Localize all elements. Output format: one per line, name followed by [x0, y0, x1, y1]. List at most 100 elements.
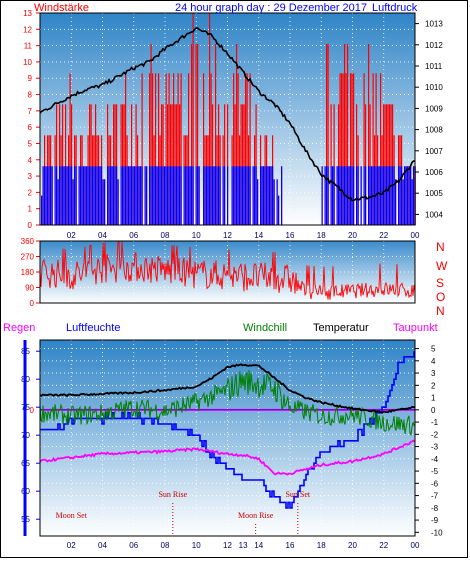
- gust-bar: [191, 166, 193, 225]
- temp-tick-label: -4: [431, 455, 439, 464]
- gust-bar: [210, 166, 212, 225]
- gust-bar: [197, 166, 199, 225]
- wind-bar: [384, 104, 386, 225]
- wind-bar: [120, 104, 122, 225]
- wind-bar: [333, 104, 335, 225]
- temp-tick-label: 3: [431, 369, 436, 378]
- gust-bar: [57, 179, 59, 225]
- gust-bar: [278, 195, 280, 225]
- wind-bar: [212, 104, 214, 225]
- bottom-panel-border: [39, 339, 416, 537]
- pressure-tick-label: 1009: [425, 104, 443, 113]
- dir-label-n1: N: [436, 240, 445, 254]
- gust-bar: [339, 166, 341, 225]
- dir-label-s: S: [436, 276, 444, 290]
- gust-bar: [341, 166, 343, 225]
- wind-bar: [171, 104, 173, 225]
- wind-bar: [168, 73, 170, 225]
- wind-bar: [387, 104, 389, 225]
- gust-bar: [123, 166, 125, 225]
- gust-bar: [126, 166, 128, 225]
- gust-bar: [161, 166, 163, 225]
- temperature-line: [39, 363, 416, 414]
- gust-bar: [198, 166, 200, 225]
- gust-bar: [192, 166, 194, 225]
- gust-bar: [321, 166, 323, 225]
- gust-bar: [356, 166, 358, 225]
- gust-bar: [260, 166, 262, 225]
- gust-bar: [234, 166, 236, 225]
- wind-bar: [162, 104, 164, 225]
- wind-bar: [179, 104, 181, 225]
- wind-tick-label: 3: [28, 172, 33, 181]
- dir-tick-label: 180: [21, 268, 35, 277]
- gust-bar: [144, 166, 146, 225]
- wind-bar: [369, 104, 371, 225]
- wind-bar: [237, 73, 239, 225]
- wind-bar: [135, 104, 137, 225]
- wind-bar: [240, 104, 242, 225]
- wind-bar: [161, 104, 163, 225]
- gust-bar: [368, 166, 370, 225]
- wind-bar: [95, 104, 97, 225]
- temp-tick-label: -5: [431, 467, 439, 476]
- gust-bar: [89, 166, 91, 225]
- gust-bar: [176, 166, 178, 225]
- temp-tick-label: 1: [431, 394, 436, 403]
- wind-bar: [180, 73, 182, 225]
- gust-bar: [80, 166, 82, 225]
- direction-chart-group: 0 90 180 270 360: [21, 237, 416, 308]
- windchill-line: [39, 370, 416, 437]
- wind-bar: [191, 43, 193, 225]
- gust-bar: [381, 166, 383, 225]
- wind-bar: [392, 104, 394, 225]
- gust-bar: [267, 166, 269, 225]
- gust-bar: [350, 166, 352, 225]
- bottom-x-tick-label: 04: [98, 541, 107, 550]
- wind-bar: [365, 104, 367, 225]
- gust-bar: [62, 166, 64, 225]
- bottom-x-tick-label: 10: [192, 541, 201, 550]
- legend-temperatur: Temperatur: [313, 322, 369, 334]
- wind-bar: [380, 73, 382, 225]
- gust-bar: [378, 166, 380, 225]
- gust-bar: [162, 166, 164, 225]
- wind-bar: [363, 73, 365, 225]
- gust-bar: [242, 166, 244, 225]
- gust-bar: [180, 166, 182, 225]
- gust-bar: [122, 166, 124, 225]
- wind-direction-line: [39, 241, 416, 300]
- wind-bar: [356, 104, 358, 225]
- gust-bar: [140, 166, 142, 225]
- gust-bar: [125, 166, 127, 225]
- gust-bar: [215, 166, 217, 225]
- gust-bar: [195, 166, 197, 225]
- gust-bar: [206, 166, 208, 225]
- top-x-tick-label: 10: [192, 231, 201, 240]
- wind-bar: [152, 73, 154, 225]
- wind-bar: [203, 73, 205, 225]
- wind-bar: [375, 73, 377, 225]
- gust-bar: [54, 166, 56, 225]
- wind-bar: [122, 104, 124, 225]
- top-x-tick-label: 22: [379, 231, 388, 240]
- wind-bar: [197, 43, 199, 225]
- wind-tick-label: 0: [28, 221, 33, 230]
- wind-bar: [114, 104, 116, 225]
- wind-tick-label: 13: [23, 9, 32, 18]
- dir-tick-label: 90: [25, 284, 34, 293]
- gust-bar: [65, 166, 67, 225]
- gust-bar: [150, 166, 152, 225]
- gust-bar: [110, 166, 112, 225]
- gust-bar: [117, 179, 119, 225]
- gust-bar: [179, 166, 181, 225]
- wind-bar: [195, 43, 197, 225]
- gust-bar: [264, 166, 266, 225]
- gust-bar: [158, 166, 160, 225]
- gust-bar: [131, 166, 133, 225]
- gust-bar: [357, 166, 359, 225]
- gust-bar: [249, 166, 251, 225]
- gust-bar: [246, 166, 248, 225]
- wind-bar: [210, 73, 212, 225]
